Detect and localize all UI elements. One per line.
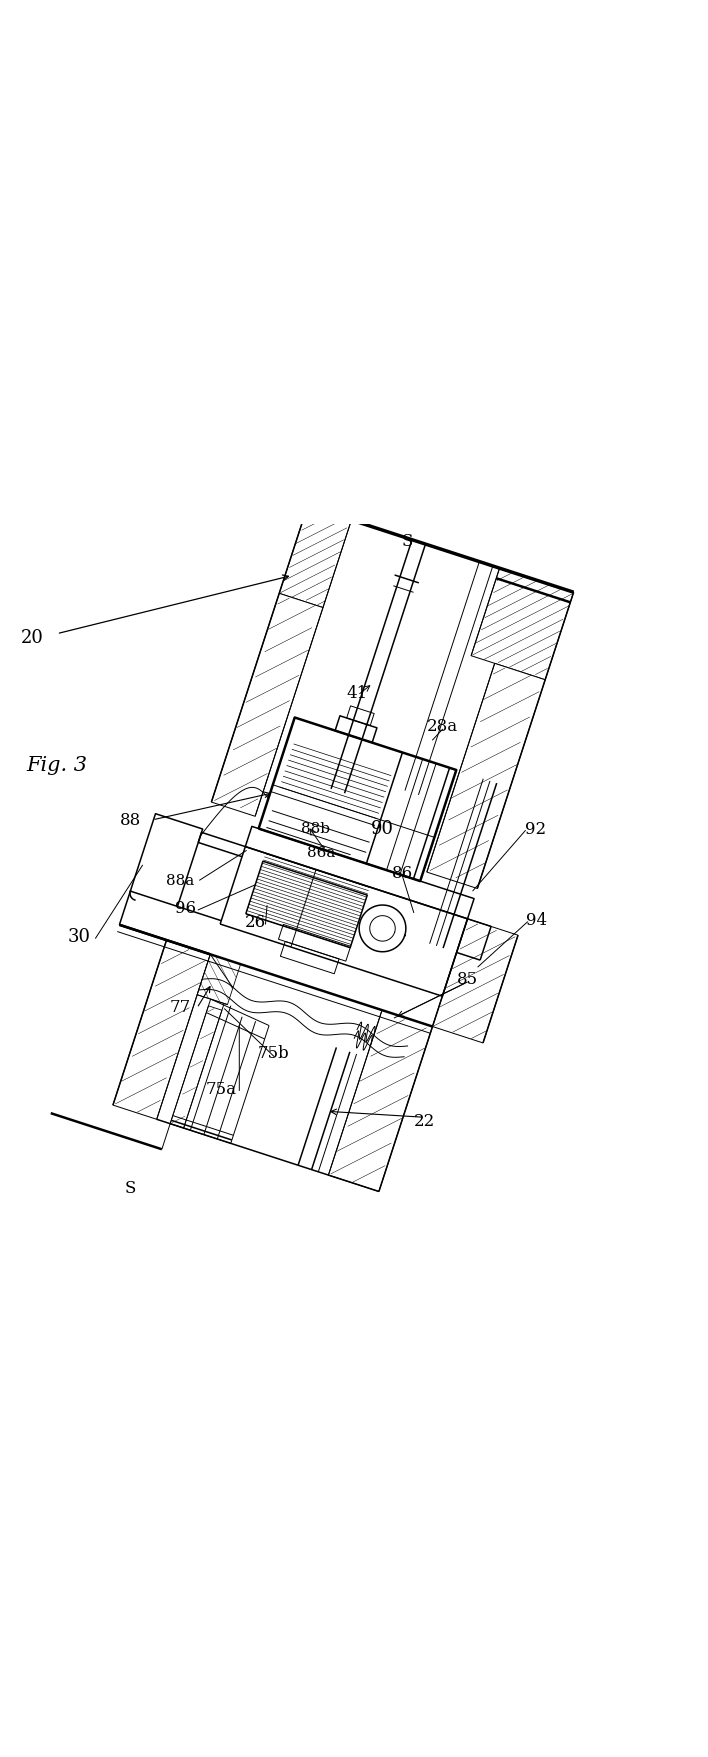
Text: 75a: 75a xyxy=(205,1081,236,1098)
Polygon shape xyxy=(197,954,241,1005)
Text: S: S xyxy=(125,1179,136,1197)
Text: 88: 88 xyxy=(120,812,142,829)
Text: 88a: 88a xyxy=(166,873,195,887)
Polygon shape xyxy=(170,1007,222,1128)
Text: 26: 26 xyxy=(244,914,266,931)
Text: 94: 94 xyxy=(526,912,547,928)
Text: 90: 90 xyxy=(371,821,394,838)
Polygon shape xyxy=(471,569,573,680)
Polygon shape xyxy=(212,594,323,817)
Polygon shape xyxy=(427,664,545,889)
Text: 20: 20 xyxy=(21,629,43,647)
Text: S: S xyxy=(401,532,413,550)
Text: 22: 22 xyxy=(414,1112,435,1130)
Text: 96: 96 xyxy=(175,900,196,917)
Polygon shape xyxy=(433,919,518,1044)
Text: 75b: 75b xyxy=(258,1045,290,1061)
Text: 30: 30 xyxy=(68,928,91,945)
Text: 85: 85 xyxy=(457,970,478,987)
Text: 92: 92 xyxy=(525,821,546,838)
Text: 77: 77 xyxy=(169,998,190,1016)
Text: 86a: 86a xyxy=(307,845,335,859)
Text: 88b: 88b xyxy=(301,822,329,836)
Text: 28a: 28a xyxy=(427,719,458,734)
Text: 86: 86 xyxy=(392,864,413,882)
Polygon shape xyxy=(329,1010,433,1191)
Polygon shape xyxy=(113,940,210,1119)
Text: Fig. 3: Fig. 3 xyxy=(26,756,87,775)
Polygon shape xyxy=(279,506,351,608)
Text: 41: 41 xyxy=(347,685,368,701)
